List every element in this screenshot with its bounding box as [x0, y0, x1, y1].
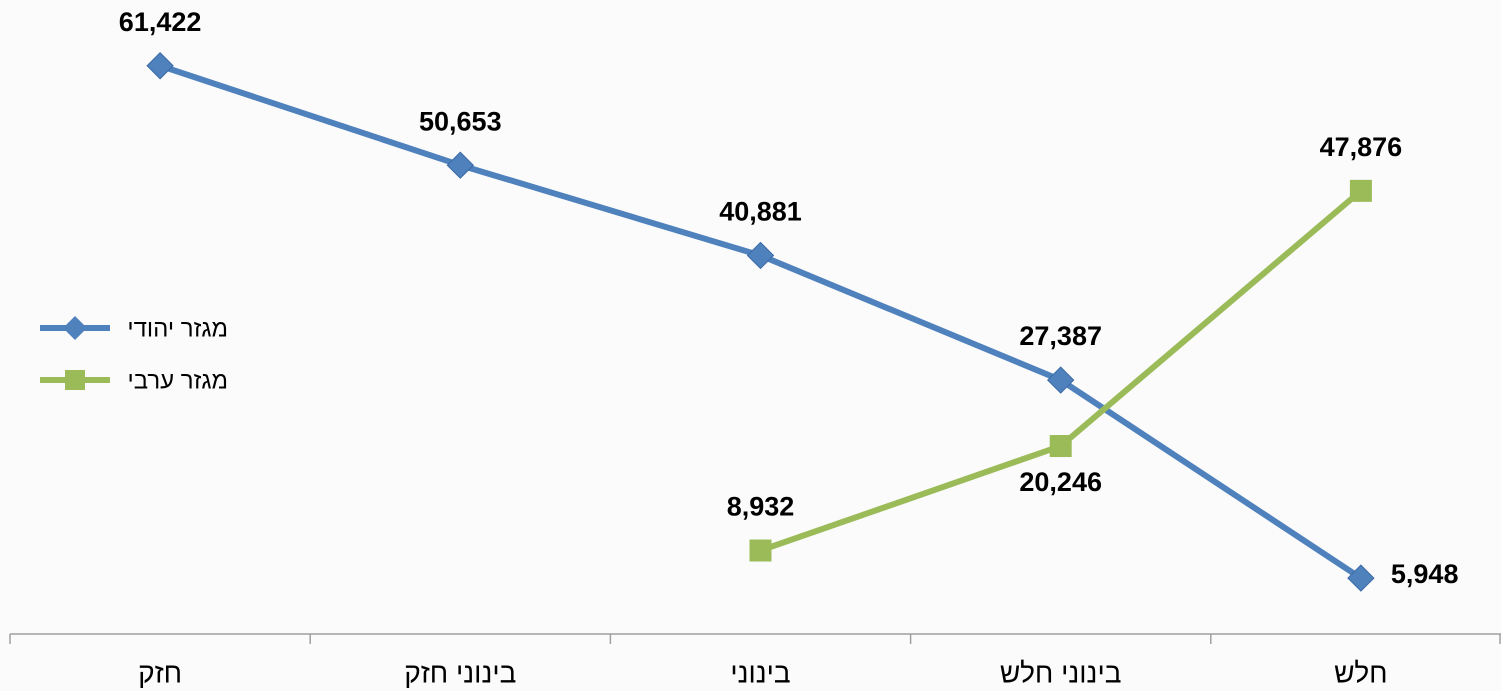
legend-label: מגזר יהודי	[127, 315, 228, 342]
data-label: 61,422	[119, 7, 202, 37]
data-point	[1347, 564, 1375, 592]
data-point	[746, 241, 775, 270]
legend-marker	[65, 370, 85, 390]
x-tick-label: בינוני חלש	[1000, 657, 1122, 688]
data-label: 27,387	[1019, 321, 1102, 351]
x-tick-label: בינוני	[730, 657, 790, 688]
data-label: 20,246	[1019, 467, 1102, 497]
data-point	[146, 52, 174, 80]
data-label: 5,948	[1391, 559, 1459, 589]
data-label: 40,881	[719, 197, 802, 227]
data-label: 50,653	[419, 106, 502, 136]
data-point	[749, 539, 772, 562]
data-point	[1049, 435, 1072, 458]
data-point	[1046, 366, 1075, 394]
x-tick-label: חזק	[138, 657, 182, 688]
data-label: 8,932	[727, 492, 795, 522]
legend-marker	[63, 316, 87, 340]
data-point	[446, 151, 475, 179]
data-label: 47,876	[1320, 132, 1403, 162]
legend-label: מגזר ערבי	[127, 367, 228, 394]
x-tick-label: חלש	[1334, 657, 1387, 688]
data-point	[1349, 179, 1372, 202]
x-tick-label: בינוני חזק	[404, 657, 516, 688]
